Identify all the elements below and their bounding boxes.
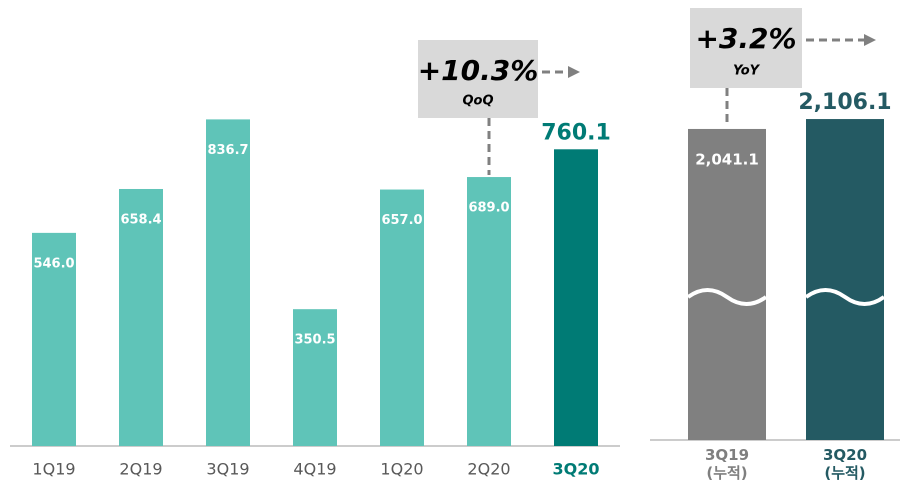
x-tick-label: 3Q19	[206, 460, 249, 479]
annotation-text: +10.3%	[418, 54, 539, 87]
data-label: 657.0	[381, 213, 422, 228]
bar	[380, 189, 424, 446]
annotation-sub: QoQ	[462, 94, 493, 109]
annotation-box	[690, 8, 802, 88]
bar	[806, 119, 884, 440]
data-label: 658.4	[120, 212, 161, 227]
bar	[467, 177, 511, 446]
annotation-sub: YoY	[733, 64, 761, 79]
data-label: 546.0	[33, 256, 74, 271]
data-label: 760.1	[541, 120, 611, 145]
bar	[554, 149, 598, 446]
x-tick-label: 1Q20	[380, 460, 423, 479]
axis-break	[686, 288, 768, 306]
bar	[293, 309, 337, 446]
x-tick-label: 2Q19	[119, 460, 162, 479]
x-tick-label: 2Q20	[467, 460, 510, 479]
annotation-box	[418, 40, 538, 118]
bar	[119, 188, 163, 446]
data-label: 836.7	[207, 143, 248, 158]
x-tick-label: 3Q19 (누적)	[704, 446, 750, 482]
data-label: 689.0	[468, 201, 509, 216]
arrow-head	[568, 66, 580, 78]
data-label: 350.5	[294, 333, 335, 348]
axis-break	[804, 288, 886, 306]
x-tick-label: 3Q20	[553, 460, 600, 479]
bar	[32, 232, 76, 446]
bar	[688, 128, 766, 440]
bar	[206, 119, 250, 446]
data-label: 2,106.1	[798, 90, 891, 115]
x-tick-label: 3Q20 (누적)	[822, 446, 868, 482]
x-tick-label: 1Q19	[32, 460, 75, 479]
annotation-text: +3.2%	[695, 22, 796, 55]
data-label: 2,041.1	[695, 150, 759, 168]
arrow-head	[864, 34, 876, 46]
x-tick-label: 4Q19	[293, 460, 336, 479]
